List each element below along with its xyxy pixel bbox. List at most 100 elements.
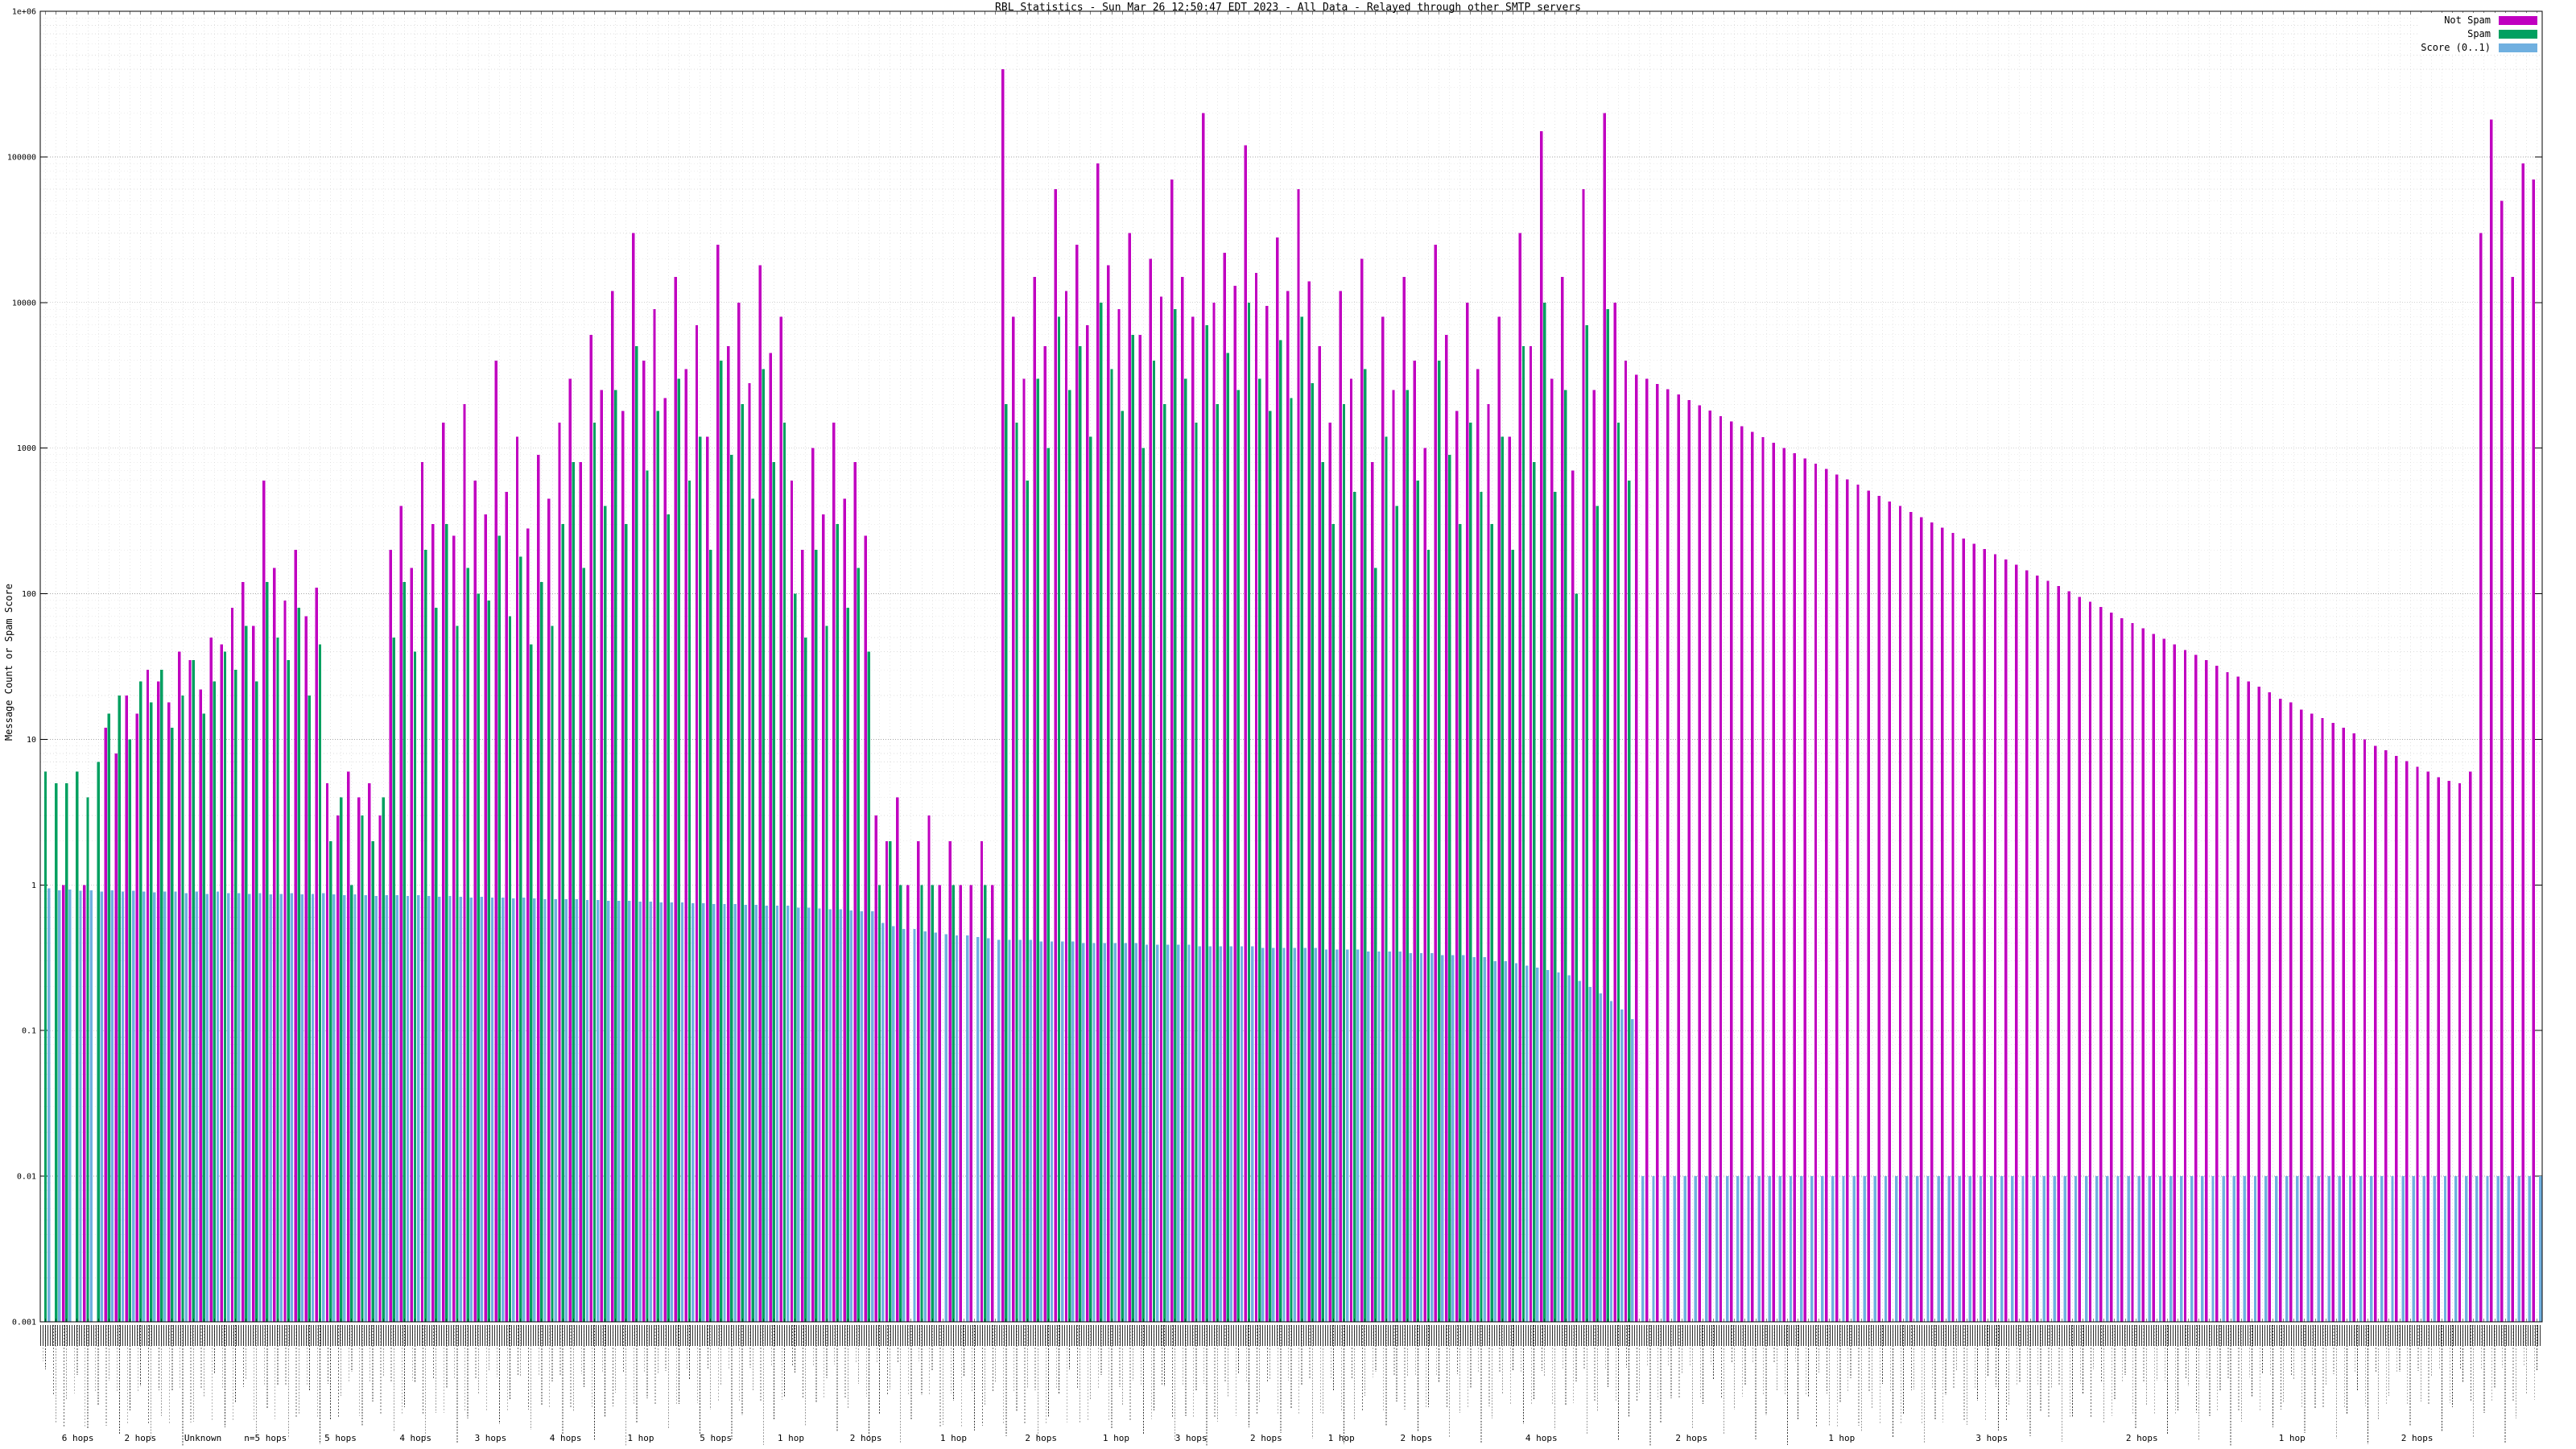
bar-score bbox=[1694, 1176, 1698, 1322]
bar-not-spam bbox=[1064, 291, 1068, 1322]
bar-not-spam bbox=[906, 885, 910, 1322]
bar-not-spam bbox=[2067, 591, 2070, 1322]
bar-score bbox=[1916, 1176, 1919, 1322]
bar-not-spam bbox=[2310, 713, 2314, 1322]
bar-not-spam bbox=[1624, 360, 1628, 1322]
bar-score bbox=[712, 904, 716, 1322]
bar-not-spam bbox=[61, 885, 65, 1322]
bar-score bbox=[459, 897, 462, 1322]
bar-not-spam bbox=[1307, 281, 1311, 1322]
bar-not-spam bbox=[1867, 490, 1870, 1322]
bar-not-spam bbox=[347, 771, 350, 1322]
bar-score bbox=[1958, 1176, 1961, 1322]
bar-spam bbox=[97, 762, 100, 1322]
bar-spam bbox=[1585, 324, 1588, 1322]
bar-score bbox=[1324, 949, 1328, 1322]
bar-score bbox=[1398, 951, 1402, 1322]
bar-score bbox=[1631, 1018, 1634, 1322]
bar-score bbox=[205, 894, 209, 1322]
bar-spam bbox=[138, 681, 142, 1322]
bar-not-spam bbox=[779, 316, 783, 1322]
bar-score bbox=[1493, 960, 1496, 1322]
hop-group-labels: 6 hops 2 hops Unknown n=5 hops 5 hops 4 hops 3… bbox=[0, 1433, 2576, 1446]
bar-not-spam bbox=[1877, 496, 1880, 1322]
bar-score bbox=[1726, 1176, 1729, 1322]
bar-score bbox=[754, 905, 758, 1322]
bar-score bbox=[1314, 947, 1317, 1322]
bar-spam bbox=[825, 625, 828, 1322]
bar-score bbox=[1863, 1176, 1866, 1322]
hop-group-label: 4 hops bbox=[549, 1433, 582, 1443]
bar-spam bbox=[287, 660, 290, 1322]
bar-spam bbox=[340, 797, 343, 1322]
bar-score bbox=[1293, 947, 1296, 1322]
bar-score bbox=[2475, 1176, 2479, 1322]
bar-spam bbox=[1015, 422, 1018, 1322]
bar-score bbox=[2211, 1176, 2215, 1322]
bar-score bbox=[2391, 1176, 2394, 1322]
bar-score bbox=[2116, 1176, 2120, 1322]
bar-spam bbox=[877, 885, 881, 1322]
bar-spam bbox=[1141, 448, 1146, 1323]
bar-not-spam bbox=[1835, 474, 1839, 1322]
bar-not-spam bbox=[853, 462, 857, 1323]
bar-score bbox=[2106, 1176, 2109, 1322]
bar-score bbox=[1208, 946, 1212, 1322]
bar-score bbox=[163, 891, 167, 1322]
hop-group-label: 2 hops bbox=[1675, 1433, 1708, 1443]
bar-spam bbox=[1406, 390, 1409, 1323]
bar-score bbox=[417, 895, 420, 1322]
bar-score bbox=[2359, 1176, 2363, 1322]
bar-spam bbox=[762, 369, 765, 1322]
bar-score bbox=[1124, 943, 1127, 1322]
bar-score bbox=[1155, 944, 1159, 1322]
bar-not-spam bbox=[1170, 179, 1174, 1322]
hop-group-label: 1 hop bbox=[1828, 1433, 1856, 1443]
legend-row-not-spam: Not Spam bbox=[2444, 14, 2537, 26]
bar-spam bbox=[572, 462, 575, 1323]
bar-spam bbox=[1247, 302, 1251, 1322]
bar-spam bbox=[361, 815, 364, 1322]
bar-not-spam bbox=[2173, 644, 2177, 1322]
bar-score bbox=[1894, 1176, 1898, 1322]
bar-score bbox=[1578, 980, 1581, 1322]
bar-spam bbox=[698, 436, 702, 1322]
bar-score bbox=[2042, 1176, 2046, 1322]
bar-score bbox=[702, 902, 705, 1322]
bar-not-spam bbox=[621, 411, 625, 1322]
bar-not-spam bbox=[1233, 286, 1236, 1323]
bar-not-spam bbox=[1107, 265, 1110, 1323]
bar-not-spam bbox=[610, 291, 614, 1322]
bar-spam bbox=[857, 568, 860, 1322]
bar-not-spam bbox=[2342, 728, 2345, 1322]
bar-spam bbox=[1195, 422, 1198, 1322]
bar-not-spam bbox=[917, 840, 920, 1322]
bar-score bbox=[1145, 944, 1149, 1322]
bar-spam bbox=[793, 593, 797, 1322]
bar-not-spam bbox=[1276, 237, 1279, 1322]
bar-score bbox=[448, 896, 452, 1322]
bar-spam bbox=[836, 524, 839, 1322]
bar-not-spam bbox=[663, 398, 667, 1323]
bar-score bbox=[2306, 1176, 2310, 1322]
bar-score bbox=[311, 894, 315, 1322]
bar-not-spam bbox=[283, 600, 287, 1322]
bar-spam bbox=[1385, 436, 1388, 1322]
bar-score bbox=[1704, 1176, 1708, 1322]
bar-not-spam bbox=[2247, 681, 2250, 1322]
bar-spam bbox=[1321, 462, 1324, 1323]
bar-score bbox=[1599, 993, 1603, 1322]
bar-not-spam bbox=[1508, 436, 1511, 1322]
bar-not-spam bbox=[273, 568, 276, 1322]
bar-spam bbox=[1564, 390, 1567, 1323]
bar-not-spam bbox=[2521, 163, 2524, 1323]
bar-spam bbox=[1364, 369, 1367, 1322]
bar-not-spam bbox=[2236, 676, 2240, 1322]
bar-score bbox=[1831, 1176, 1835, 1322]
bar-score bbox=[1367, 951, 1370, 1322]
bar-spam bbox=[1131, 334, 1134, 1322]
bar-spam bbox=[1036, 378, 1039, 1322]
bar-score bbox=[1282, 947, 1286, 1322]
bar-spam bbox=[382, 797, 385, 1322]
bar-score bbox=[321, 893, 325, 1322]
